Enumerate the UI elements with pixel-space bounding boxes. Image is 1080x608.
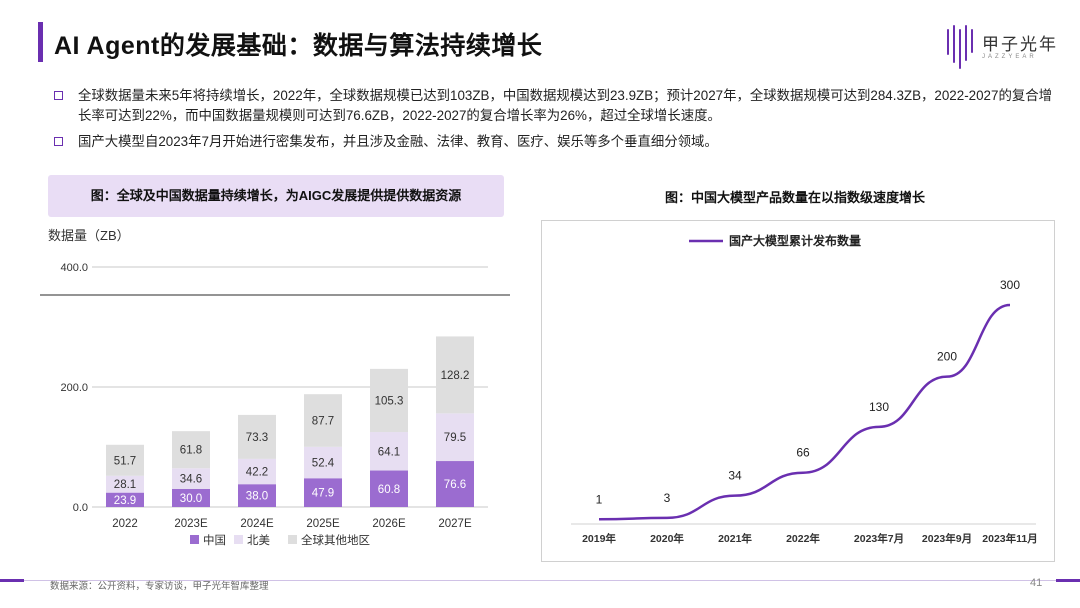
bar-segment <box>238 458 276 485</box>
bar-segment <box>436 336 474 414</box>
data-label: 34.6 <box>180 474 202 486</box>
bar-segment <box>370 470 408 507</box>
data-label: 130 <box>869 400 889 414</box>
data-label: 34 <box>728 469 742 483</box>
x-tick-label: 2027E <box>438 518 472 530</box>
page-title: AI Agent的发展基础：数据与算法持续增长 <box>54 32 543 60</box>
bar-segment <box>106 492 144 507</box>
x-tick-label: 2025E <box>306 518 340 530</box>
bar-segment <box>238 414 276 459</box>
bar-segment <box>370 432 408 471</box>
y-axis-label: 数据量（ZB） <box>48 228 130 243</box>
right-chart-caption: 图：中国大模型产品数量在以指数级速度增长 <box>664 190 925 205</box>
x-tick-label: 2019年 <box>582 532 616 545</box>
x-tick-label: 2023年9月 <box>922 532 972 545</box>
footer-accent-right <box>1056 579 1080 582</box>
data-label: 128.2 <box>441 370 470 382</box>
bar-segment <box>436 461 474 507</box>
y-tick-label: 400.0 <box>60 262 88 274</box>
bar-segment <box>172 431 210 469</box>
left-chart-caption: 图：全球及中国数据量持续增长，为AIGC发展提供提供数据资源 <box>48 175 504 217</box>
data-label: 76.6 <box>444 479 466 491</box>
data-label: 105.3 <box>375 395 404 407</box>
footer-accent-left <box>0 579 24 582</box>
series-line <box>598 303 1011 521</box>
data-label: 28.1 <box>114 479 136 491</box>
logo-subtitle: JAZZYEAR <box>982 54 1037 60</box>
legend-label: 全球其他地区 <box>301 533 370 547</box>
y-tick-label: 200.0 <box>60 382 88 394</box>
page-number: 41 <box>1030 577 1043 589</box>
legend-label: 国产大模型累计发布数量 <box>729 233 861 248</box>
data-label: 1 <box>596 492 603 506</box>
data-label: 23.9 <box>114 495 136 507</box>
y-tick-label: 0.0 <box>73 502 88 514</box>
x-tick-label: 2021年 <box>718 532 752 545</box>
x-tick-label: 2023年11月 <box>982 532 1037 545</box>
data-label: 61.8 <box>180 445 202 457</box>
x-tick-label: 2026E <box>372 518 406 530</box>
bar-segment <box>436 413 474 462</box>
bar-segment <box>304 446 342 479</box>
bullet-item: 国产大模型自2023年7月开始进行密集发布，并且涉及金融、法律、教育、医疗、娱乐… <box>52 132 1052 152</box>
data-label: 64.1 <box>378 446 400 458</box>
x-tick-label: 2022年 <box>786 532 820 545</box>
legend-label: 北美 <box>247 533 270 547</box>
data-label: 300 <box>1000 278 1020 292</box>
x-tick-label: 2024E <box>240 518 274 530</box>
data-label: 73.3 <box>246 432 268 444</box>
data-label: 79.5 <box>444 432 466 444</box>
jazzyear-logo-icon <box>947 25 973 69</box>
bullet-square-icon <box>54 91 63 100</box>
data-label: 38.0 <box>246 491 268 503</box>
logo-text: 甲子光年 <box>982 35 1058 54</box>
data-label: 47.9 <box>312 488 334 500</box>
data-label: 30.0 <box>180 493 202 505</box>
data-label: 3 <box>664 491 671 505</box>
bullet-text: 全球数据量未来5年将持续增长，2022年，全球数据规模已达到103ZB，中国数据… <box>78 88 1053 123</box>
bar-segment <box>370 368 408 433</box>
x-tick-label: 2023年7月 <box>854 532 904 545</box>
bar-segment <box>106 475 144 493</box>
x-tick-label: 2020年 <box>650 532 684 545</box>
title-accent-bar <box>38 22 43 62</box>
legend-label: 中国 <box>203 534 226 547</box>
x-tick-label: 2023E <box>174 518 208 530</box>
data-label: 42.2 <box>246 467 268 479</box>
footer-divider <box>0 580 1080 581</box>
bar-segment <box>304 478 342 507</box>
data-label: 200 <box>937 350 957 364</box>
line-chart-panel <box>541 220 1055 562</box>
legend-swatch-icon <box>234 535 243 544</box>
footer-source: 数据来源：公开资料，专家访谈，甲子光年智库整理 <box>50 581 269 592</box>
bullet-text: 国产大模型自2023年7月开始进行密集发布，并且涉及金融、法律、教育、医疗、娱乐… <box>78 134 718 149</box>
bar-segment <box>172 468 210 489</box>
line-chart: 国产大模型累计发布数量 1 3 34 66 130 200 300 2019年 2020年 20… <box>571 233 1038 545</box>
data-label: 66 <box>796 446 810 460</box>
data-label: 52.4 <box>312 458 335 470</box>
bullet-list: 全球数据量未来5年将持续增长，2022年，全球数据规模已达到103ZB，中国数据… <box>52 86 1052 158</box>
legend-swatch-icon <box>190 535 199 544</box>
data-label: 87.7 <box>312 416 334 428</box>
x-tick-label: 2022 <box>112 518 138 530</box>
bullet-square-icon <box>54 137 63 146</box>
data-label: 60.8 <box>378 484 400 496</box>
data-label: 51.7 <box>114 455 136 467</box>
bullet-item: 全球数据量未来5年将持续增长，2022年，全球数据规模已达到103ZB，中国数据… <box>52 86 1052 126</box>
bar-segment <box>304 394 342 447</box>
bar-segment <box>172 489 210 507</box>
bar-segment <box>106 444 144 476</box>
legend-swatch-icon <box>288 535 297 544</box>
stacked-bar-chart: 数据量（ZB） 0.0 200.0 400.0 23.9 28.1 51.7 30.0 34… <box>40 228 510 547</box>
bar-segment <box>238 484 276 507</box>
